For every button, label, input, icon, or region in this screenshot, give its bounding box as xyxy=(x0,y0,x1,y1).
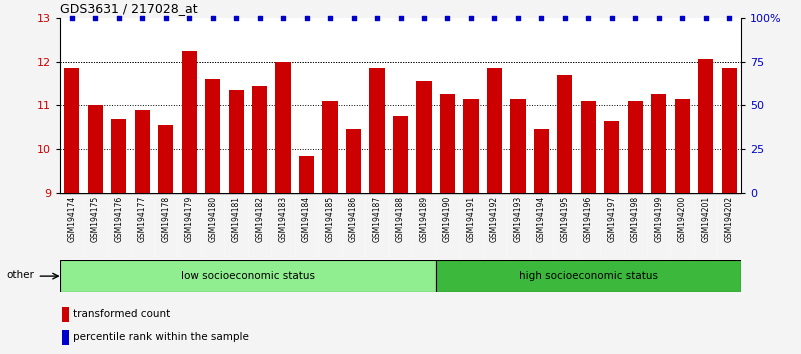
Point xyxy=(488,15,501,21)
Text: GSM194190: GSM194190 xyxy=(443,196,452,242)
Point xyxy=(629,15,642,21)
Bar xyxy=(369,68,384,193)
Text: GSM194198: GSM194198 xyxy=(630,196,640,242)
Text: GSM194196: GSM194196 xyxy=(584,196,593,242)
Text: GSM194200: GSM194200 xyxy=(678,196,686,242)
Bar xyxy=(252,86,268,193)
Text: GDS3631 / 217028_at: GDS3631 / 217028_at xyxy=(60,2,198,15)
Point xyxy=(89,15,102,21)
Text: GSM194183: GSM194183 xyxy=(279,196,288,242)
Text: GSM194174: GSM194174 xyxy=(67,196,76,242)
Bar xyxy=(722,68,737,193)
Point xyxy=(699,15,712,21)
Point xyxy=(276,15,289,21)
Point xyxy=(253,15,266,21)
Bar xyxy=(581,101,596,193)
Text: high socioeconomic status: high socioeconomic status xyxy=(519,271,658,281)
Bar xyxy=(276,62,291,193)
Point xyxy=(394,15,407,21)
Point xyxy=(535,15,548,21)
Bar xyxy=(651,95,666,193)
Bar xyxy=(346,130,361,193)
Bar xyxy=(533,130,549,193)
Text: GSM194191: GSM194191 xyxy=(466,196,476,242)
Text: GSM194199: GSM194199 xyxy=(654,196,663,242)
Point xyxy=(300,15,313,21)
Bar xyxy=(299,156,314,193)
Text: GSM194202: GSM194202 xyxy=(725,196,734,242)
Bar xyxy=(487,68,502,193)
Point xyxy=(652,15,665,21)
Point xyxy=(512,15,525,21)
Point xyxy=(230,15,243,21)
Point xyxy=(723,15,735,21)
Bar xyxy=(60,260,436,292)
Text: GSM194185: GSM194185 xyxy=(325,196,335,242)
Bar xyxy=(604,121,619,193)
Bar xyxy=(557,75,573,193)
Bar xyxy=(111,119,127,193)
Point xyxy=(136,15,149,21)
Text: GSM194192: GSM194192 xyxy=(490,196,499,242)
Text: GSM194188: GSM194188 xyxy=(396,196,405,242)
Point xyxy=(558,15,571,21)
Bar xyxy=(64,68,79,193)
Bar xyxy=(87,105,103,193)
Point xyxy=(183,15,195,21)
Bar xyxy=(674,99,690,193)
Bar xyxy=(62,307,69,322)
Bar xyxy=(436,260,741,292)
Text: GSM194177: GSM194177 xyxy=(138,196,147,242)
Point xyxy=(676,15,689,21)
Point xyxy=(347,15,360,21)
Text: GSM194179: GSM194179 xyxy=(185,196,194,242)
Bar xyxy=(62,330,69,344)
Bar xyxy=(228,90,244,193)
Bar xyxy=(323,101,338,193)
Text: GSM194182: GSM194182 xyxy=(256,196,264,242)
Bar xyxy=(182,51,197,193)
Bar xyxy=(392,116,409,193)
Point xyxy=(582,15,594,21)
Text: GSM194195: GSM194195 xyxy=(561,196,570,242)
Text: GSM194180: GSM194180 xyxy=(208,196,217,242)
Point xyxy=(324,15,336,21)
Bar xyxy=(510,99,525,193)
Point xyxy=(417,15,430,21)
Point xyxy=(207,15,219,21)
Text: GSM194186: GSM194186 xyxy=(349,196,358,242)
Point xyxy=(159,15,172,21)
Bar xyxy=(205,79,220,193)
Bar xyxy=(135,110,150,193)
Bar xyxy=(158,125,173,193)
Text: GSM194178: GSM194178 xyxy=(161,196,171,242)
Text: GSM194181: GSM194181 xyxy=(231,196,240,242)
Bar xyxy=(698,59,714,193)
Text: percentile rank within the sample: percentile rank within the sample xyxy=(73,332,249,342)
Point xyxy=(465,15,477,21)
Text: other: other xyxy=(6,269,34,280)
Text: low socioeconomic status: low socioeconomic status xyxy=(181,271,315,281)
Point xyxy=(66,15,78,21)
Text: GSM194176: GSM194176 xyxy=(115,196,123,242)
Point xyxy=(371,15,384,21)
Point xyxy=(606,15,618,21)
Point xyxy=(441,15,454,21)
Text: GSM194189: GSM194189 xyxy=(420,196,429,242)
Bar xyxy=(628,101,643,193)
Text: GSM194197: GSM194197 xyxy=(607,196,616,242)
Point xyxy=(112,15,125,21)
Text: GSM194194: GSM194194 xyxy=(537,196,545,242)
Text: transformed count: transformed count xyxy=(73,309,171,319)
Text: GSM194175: GSM194175 xyxy=(91,196,100,242)
Text: GSM194201: GSM194201 xyxy=(701,196,710,242)
Text: GSM194187: GSM194187 xyxy=(372,196,381,242)
Bar xyxy=(440,95,455,193)
Text: GSM194193: GSM194193 xyxy=(513,196,522,242)
Bar xyxy=(463,99,478,193)
Text: GSM194184: GSM194184 xyxy=(302,196,311,242)
Bar xyxy=(417,81,432,193)
